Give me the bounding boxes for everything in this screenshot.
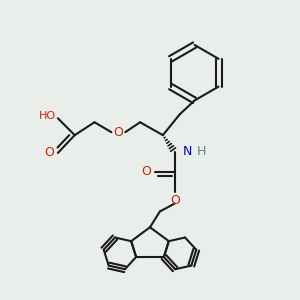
Text: H: H: [196, 146, 206, 158]
Text: O: O: [113, 126, 123, 139]
Text: O: O: [141, 165, 151, 178]
Text: O: O: [170, 194, 180, 207]
Text: HO: HO: [38, 111, 56, 121]
Text: O: O: [44, 146, 54, 160]
Text: N: N: [183, 146, 192, 158]
